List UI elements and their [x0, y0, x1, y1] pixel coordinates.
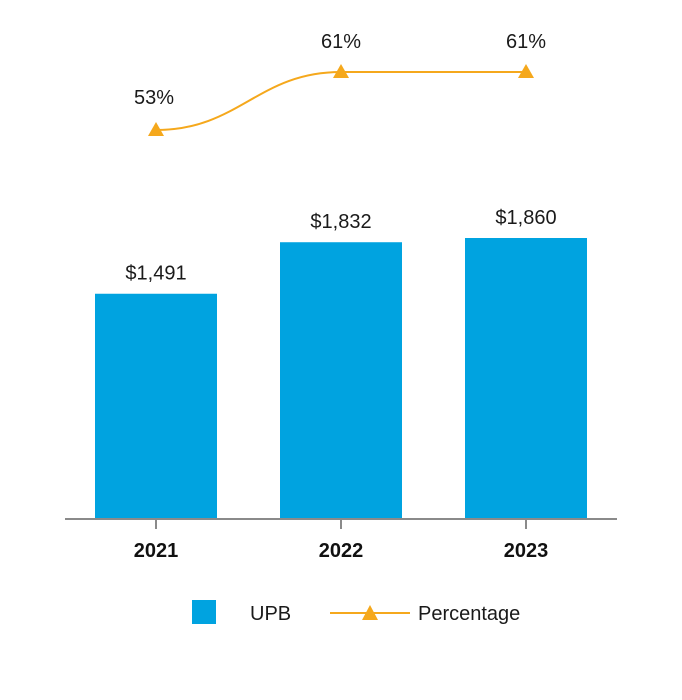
legend: UPB Percentage [192, 600, 520, 625]
bar-value-label: $1,491 [125, 263, 186, 285]
bar-2021 [95, 293, 217, 519]
percentage-line [155, 70, 526, 131]
percentage-triangle-marker [148, 122, 164, 136]
bar-2022 [280, 242, 402, 519]
bar-value-label: $1,832 [310, 211, 371, 233]
percentage-value-label: 61% [506, 31, 546, 53]
legend-label-percentage: Percentage [418, 603, 520, 625]
x-tick-label: 2022 [319, 540, 364, 562]
percentage-value-label: 53% [134, 87, 174, 109]
legend-label-upb: UPB [250, 603, 291, 625]
percentage-triangle-marker [333, 64, 349, 78]
legend-triangle-icon [362, 605, 378, 620]
bar-2023 [465, 238, 587, 519]
bar-layer: $1,491 $1,832 $1,860 [95, 207, 587, 519]
percentage-value-label: 61% [321, 31, 361, 53]
legend-swatch-upb [192, 600, 216, 624]
bar-value-label: $1,860 [495, 207, 556, 229]
x-tick-label: 2021 [134, 540, 179, 562]
x-tick-label: 2023 [504, 540, 549, 562]
x-axis-ticks: 2021 2022 2023 [134, 519, 549, 562]
percentage-triangle-marker [518, 64, 534, 78]
percentage-line-layer: 53% 61% 61% [134, 31, 546, 136]
